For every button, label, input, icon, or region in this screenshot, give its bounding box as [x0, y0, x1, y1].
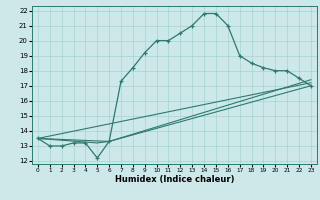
X-axis label: Humidex (Indice chaleur): Humidex (Indice chaleur)	[115, 175, 234, 184]
